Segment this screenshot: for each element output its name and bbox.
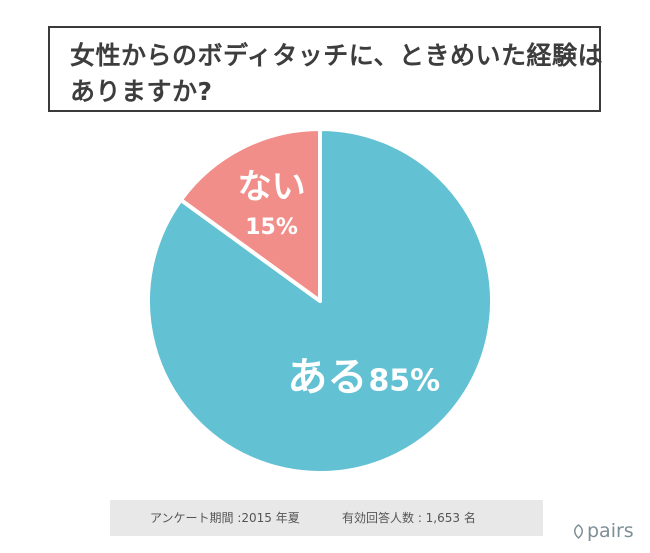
slice-value-1: 85% [368,363,440,398]
brand-name: pairs [587,520,634,542]
pie-slice-2 [178,127,322,303]
title-box: 女性からのボディタッチに、ときめいた経験は ありますか? [48,26,604,112]
survey-period: アンケート期間 :2015 年夏 [150,511,300,525]
title-line-2: ありますか? [70,77,213,106]
slice-label-1: ある [287,354,367,400]
slice-label-2: ない [238,167,306,207]
leaf-icon [574,523,583,539]
pairs-logo: pairs [572,520,634,542]
title-line-1: 女性からのボディタッチに、ときめいた経験は [70,41,604,70]
slice-value-2: 15% [245,215,298,240]
respondent-count: 有効回答人数 : 1,653 名 [342,511,476,525]
survey-footer: アンケート期間 :2015 年夏 有効回答人数 : 1,653 名 [110,500,543,536]
